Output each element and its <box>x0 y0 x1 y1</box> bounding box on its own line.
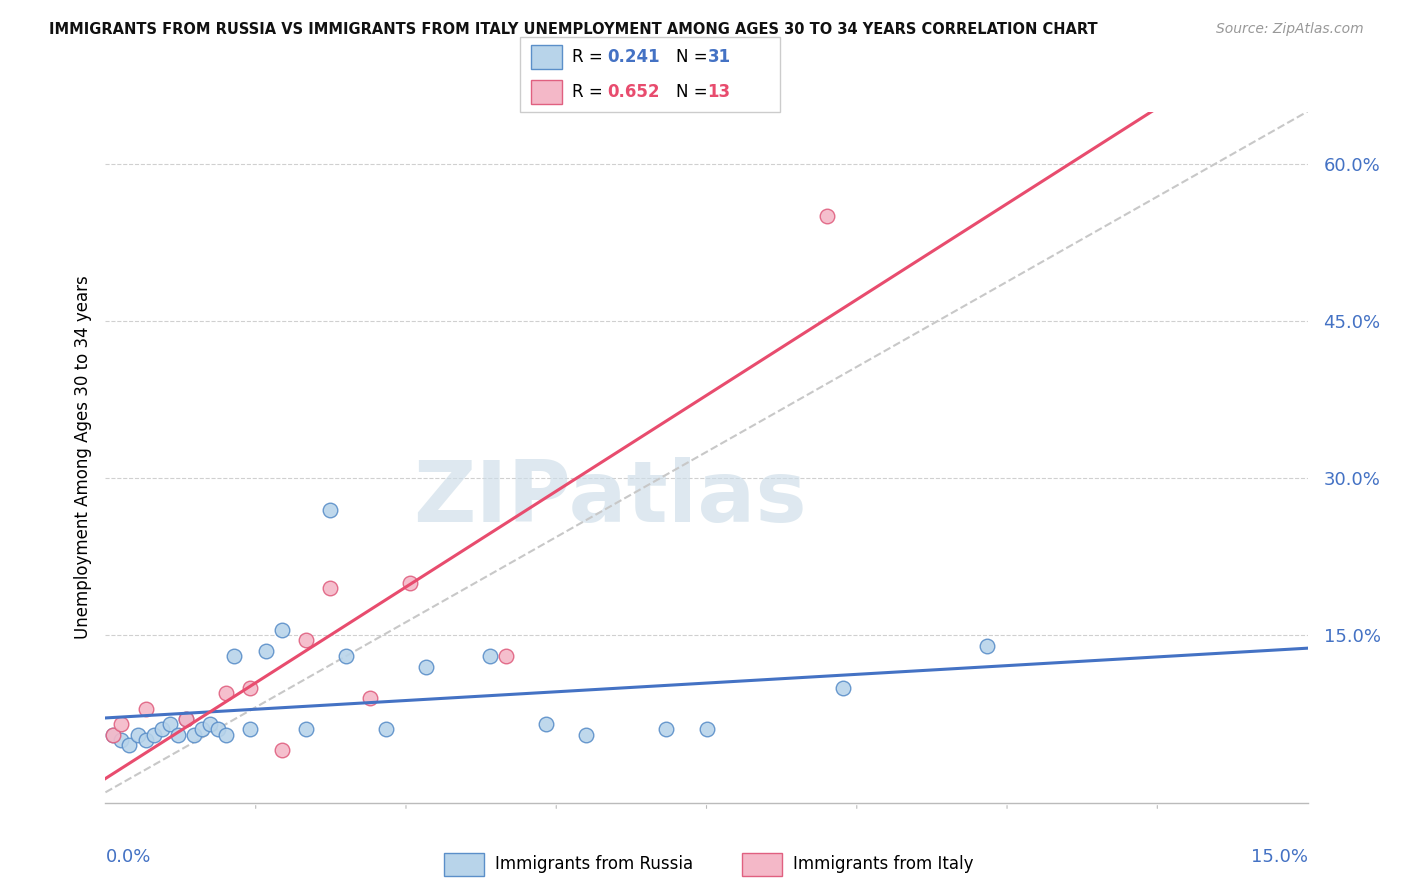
Point <box>183 728 205 742</box>
Point <box>399 575 422 590</box>
Text: 31: 31 <box>707 48 731 66</box>
Point <box>142 728 165 742</box>
Point <box>214 728 236 742</box>
Point <box>270 623 292 637</box>
Text: Immigrants from Russia: Immigrants from Russia <box>495 855 693 873</box>
Text: Source: ZipAtlas.com: Source: ZipAtlas.com <box>1216 22 1364 37</box>
FancyBboxPatch shape <box>520 37 780 112</box>
Point <box>118 738 141 752</box>
Point <box>150 723 173 737</box>
Point <box>103 728 125 742</box>
Point <box>135 701 157 715</box>
Point <box>655 723 678 737</box>
Text: N =: N = <box>676 83 713 101</box>
Point <box>135 733 157 747</box>
Point <box>415 659 437 673</box>
Point <box>831 681 853 695</box>
Point <box>222 649 245 664</box>
Point <box>239 723 262 737</box>
Point <box>575 728 598 742</box>
Point <box>190 723 212 737</box>
Text: 13: 13 <box>707 83 731 101</box>
FancyBboxPatch shape <box>530 45 562 70</box>
Point <box>207 723 229 737</box>
Point <box>110 733 132 747</box>
Point <box>295 633 318 648</box>
Point <box>374 723 396 737</box>
Point <box>534 717 557 731</box>
Point <box>815 209 838 223</box>
FancyBboxPatch shape <box>742 853 782 876</box>
FancyBboxPatch shape <box>444 853 484 876</box>
Text: 15.0%: 15.0% <box>1250 847 1308 866</box>
Text: N =: N = <box>676 48 713 66</box>
Point <box>976 639 998 653</box>
Point <box>295 723 318 737</box>
Text: 0.652: 0.652 <box>607 83 659 101</box>
Point <box>319 502 342 516</box>
Point <box>103 728 125 742</box>
Text: Immigrants from Italy: Immigrants from Italy <box>793 855 973 873</box>
Point <box>479 649 502 664</box>
Text: 0.0%: 0.0% <box>105 847 150 866</box>
Point <box>239 681 262 695</box>
Point <box>174 712 197 726</box>
Point <box>214 686 236 700</box>
Point <box>110 717 132 731</box>
Point <box>359 691 381 706</box>
FancyBboxPatch shape <box>530 79 562 104</box>
Text: R =: R = <box>572 83 609 101</box>
Point <box>335 649 357 664</box>
Point <box>166 728 188 742</box>
Point <box>254 644 277 658</box>
Point <box>159 717 181 731</box>
Point <box>270 743 292 757</box>
Point <box>127 728 149 742</box>
Text: 0.241: 0.241 <box>607 48 659 66</box>
Point <box>198 717 221 731</box>
Y-axis label: Unemployment Among Ages 30 to 34 years: Unemployment Among Ages 30 to 34 years <box>73 276 91 639</box>
Text: IMMIGRANTS FROM RUSSIA VS IMMIGRANTS FROM ITALY UNEMPLOYMENT AMONG AGES 30 TO 34: IMMIGRANTS FROM RUSSIA VS IMMIGRANTS FRO… <box>49 22 1098 37</box>
Point <box>174 712 197 726</box>
Point <box>495 649 517 664</box>
Point <box>319 581 342 595</box>
Point <box>696 723 718 737</box>
Text: ZIPatlas: ZIPatlas <box>413 457 807 541</box>
Text: R =: R = <box>572 48 609 66</box>
